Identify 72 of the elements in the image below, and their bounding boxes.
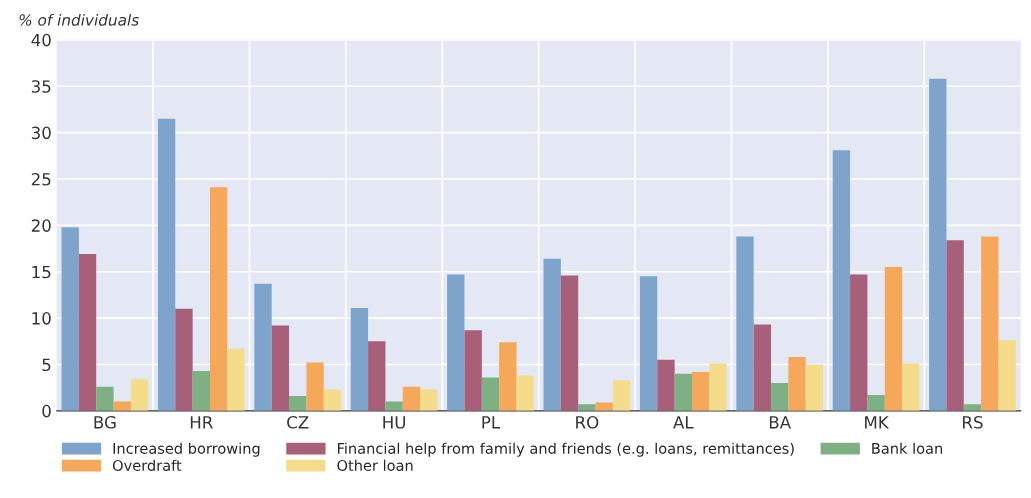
bar <box>543 258 561 411</box>
x-tick-label: CZ <box>287 416 309 429</box>
bar <box>254 283 272 411</box>
bar <box>691 371 710 411</box>
bar <box>902 363 920 411</box>
bar <box>929 78 947 411</box>
bar <box>753 324 772 411</box>
bar <box>420 389 438 411</box>
y-tick-label: 10 <box>32 312 51 325</box>
x-tick-label: RO <box>576 416 599 429</box>
y-tick-label: 5 <box>42 358 51 372</box>
legend-label: Other loan <box>337 459 413 471</box>
bar <box>788 357 806 411</box>
bar <box>998 340 1016 411</box>
bar <box>289 396 307 411</box>
x-tick-label: AL <box>673 416 694 429</box>
bar <box>175 308 193 411</box>
y-axis-title: % of individuals <box>19 13 139 26</box>
x-tick-label: RS <box>963 416 983 429</box>
bar <box>736 236 754 411</box>
bar <box>323 389 342 411</box>
x-tick-label: MK <box>865 416 890 429</box>
y-tick-label: 40 <box>31 33 51 47</box>
y-tick-label: 35 <box>31 80 51 93</box>
bar <box>61 227 79 411</box>
bar <box>447 274 465 411</box>
bar <box>850 274 868 411</box>
legend-label: Overdraft <box>112 459 182 471</box>
bar <box>499 342 517 411</box>
bar <box>516 375 534 411</box>
bar <box>130 379 149 411</box>
bar <box>192 370 210 411</box>
bar <box>271 325 290 411</box>
y-tick-label: 0 <box>42 404 51 418</box>
bar <box>578 404 596 411</box>
bar <box>867 395 885 411</box>
bar <box>481 377 500 411</box>
bar <box>657 359 675 411</box>
y-tick-label: 25 <box>31 172 51 186</box>
bar <box>884 267 903 411</box>
x-tick-label: BA <box>769 416 791 429</box>
bar <box>560 275 579 411</box>
bar <box>981 236 999 411</box>
bar <box>350 307 369 411</box>
bar <box>96 386 114 411</box>
bar <box>639 276 658 411</box>
bar <box>78 254 97 411</box>
bar <box>227 348 245 411</box>
y-tick-label: 30 <box>31 126 51 140</box>
bar <box>709 363 727 411</box>
bar <box>402 386 421 411</box>
bar <box>946 240 964 411</box>
bar <box>157 118 176 411</box>
bar <box>674 373 692 411</box>
bar <box>832 150 851 411</box>
bar <box>805 364 824 411</box>
bar <box>368 341 386 411</box>
x-tick-label: HR <box>190 416 213 429</box>
bar <box>306 362 324 411</box>
y-tick-label: 20 <box>31 219 51 232</box>
x-tick-label: HU <box>383 416 406 429</box>
x-tick-label: BG <box>94 416 116 429</box>
bar <box>963 404 982 411</box>
legend-label: Bank loan <box>872 442 943 454</box>
x-tick-label: PL <box>482 416 501 429</box>
bar <box>612 380 631 411</box>
bar <box>464 330 482 411</box>
bar <box>209 187 228 411</box>
legend-label: Financial help from family and friends (e.g. loans, remittances) <box>337 442 794 457</box>
y-tick-label: 15 <box>32 265 51 279</box>
legend-label: Increased borrowing <box>113 442 260 457</box>
bar <box>771 383 789 411</box>
